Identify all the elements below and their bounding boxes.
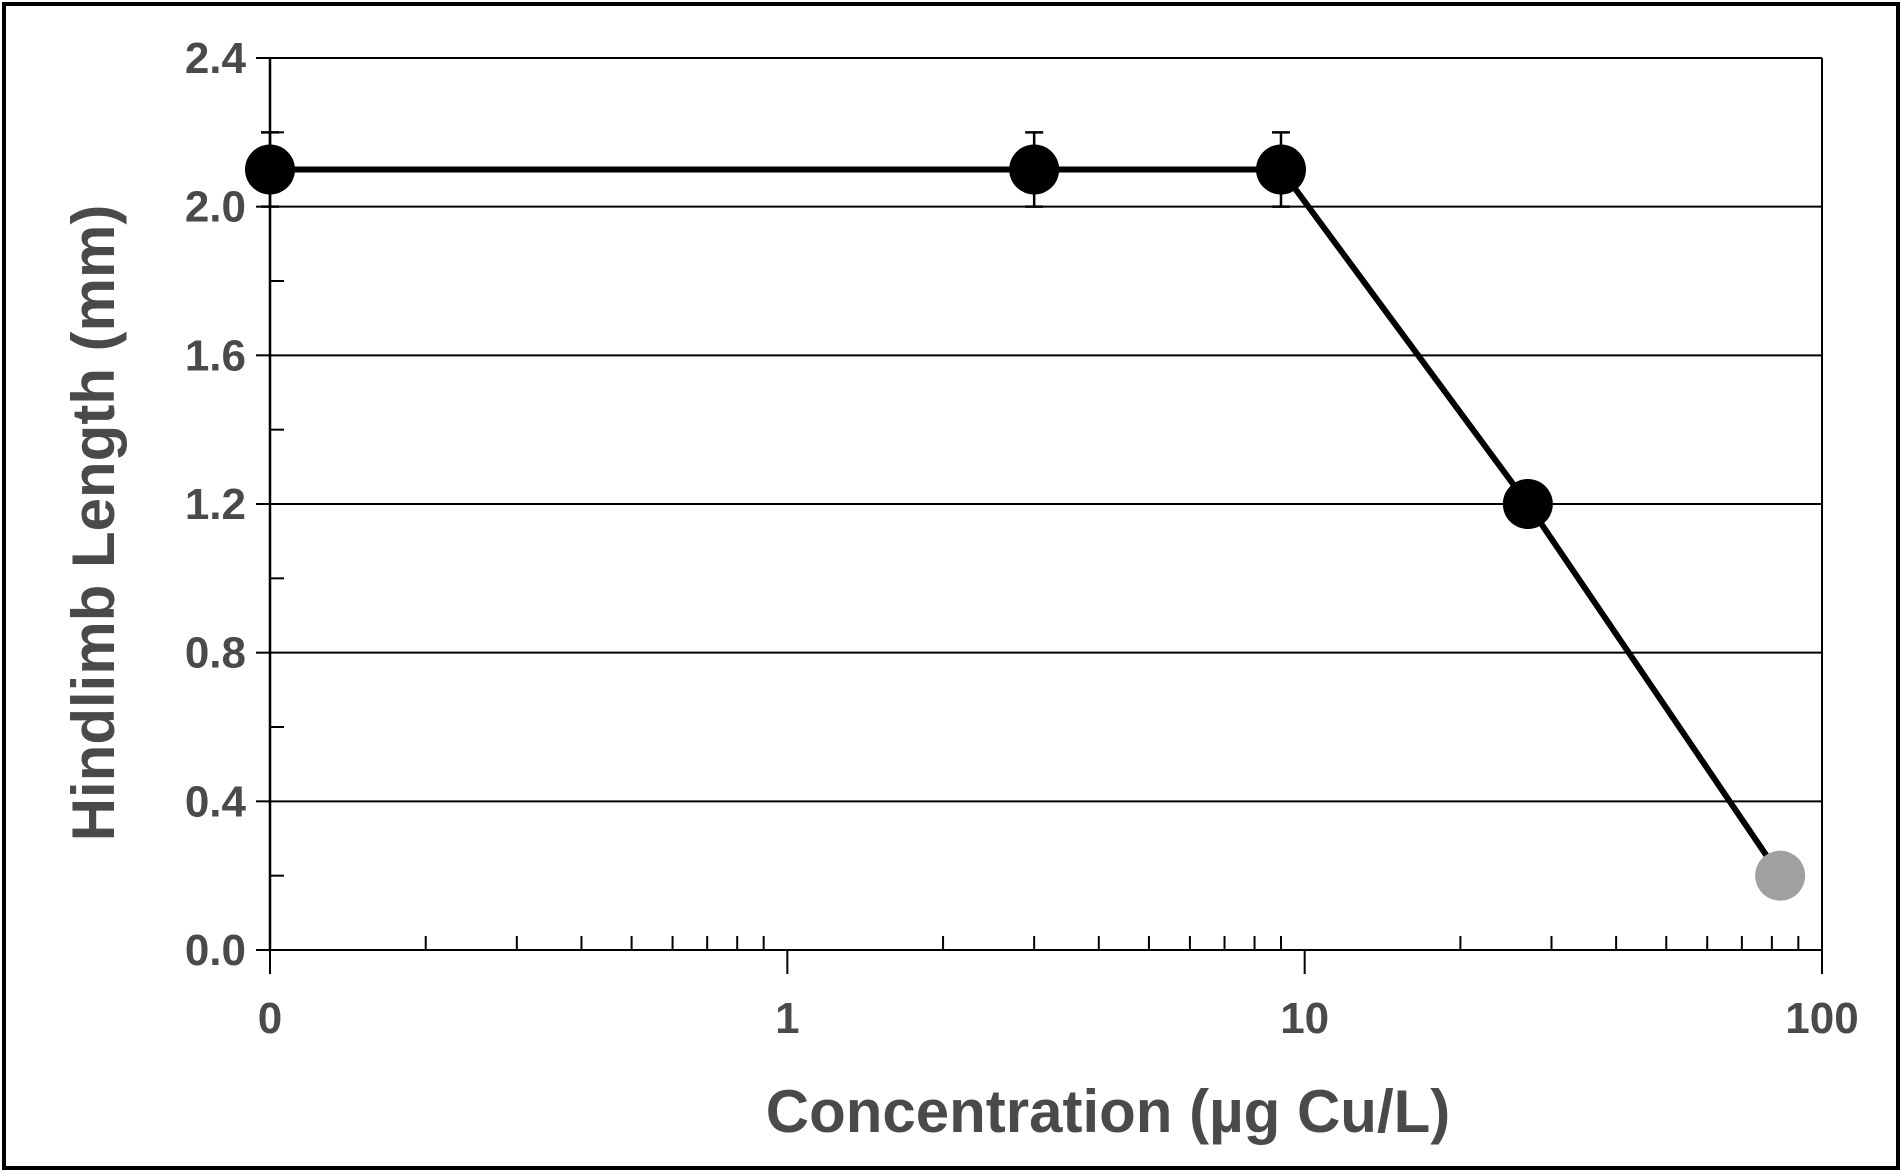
data-point bbox=[1255, 144, 1306, 195]
x-axis-title: Concentration (µg Cu/L) bbox=[766, 1078, 1451, 1145]
y-tick-label: 1.6 bbox=[185, 331, 246, 380]
y-tick-label: 2.0 bbox=[185, 183, 246, 232]
x-tick-label: 100 bbox=[1785, 994, 1858, 1043]
data-point bbox=[1009, 144, 1060, 195]
y-tick-label: 2.4 bbox=[185, 34, 247, 83]
y-tick-label: 0.0 bbox=[185, 926, 246, 975]
x-tick-label: 0 bbox=[258, 994, 282, 1043]
plot-area: 0.0 0.4 0.8 1.2 1.6 2.0 2.4 0 1 10 100 bbox=[185, 34, 1859, 1043]
data-point bbox=[245, 144, 295, 195]
x-tick-label: 1 bbox=[775, 994, 799, 1043]
y-tick-label: 0.8 bbox=[185, 629, 246, 678]
y-tick-label: 1.2 bbox=[185, 480, 246, 529]
x-tick-label: 10 bbox=[1280, 994, 1329, 1043]
data-point bbox=[1755, 850, 1806, 901]
data-point bbox=[1502, 479, 1553, 529]
y-tick-label: 0.4 bbox=[185, 777, 247, 826]
y-axis-title: Hindlimb Length (mm) bbox=[60, 205, 127, 842]
